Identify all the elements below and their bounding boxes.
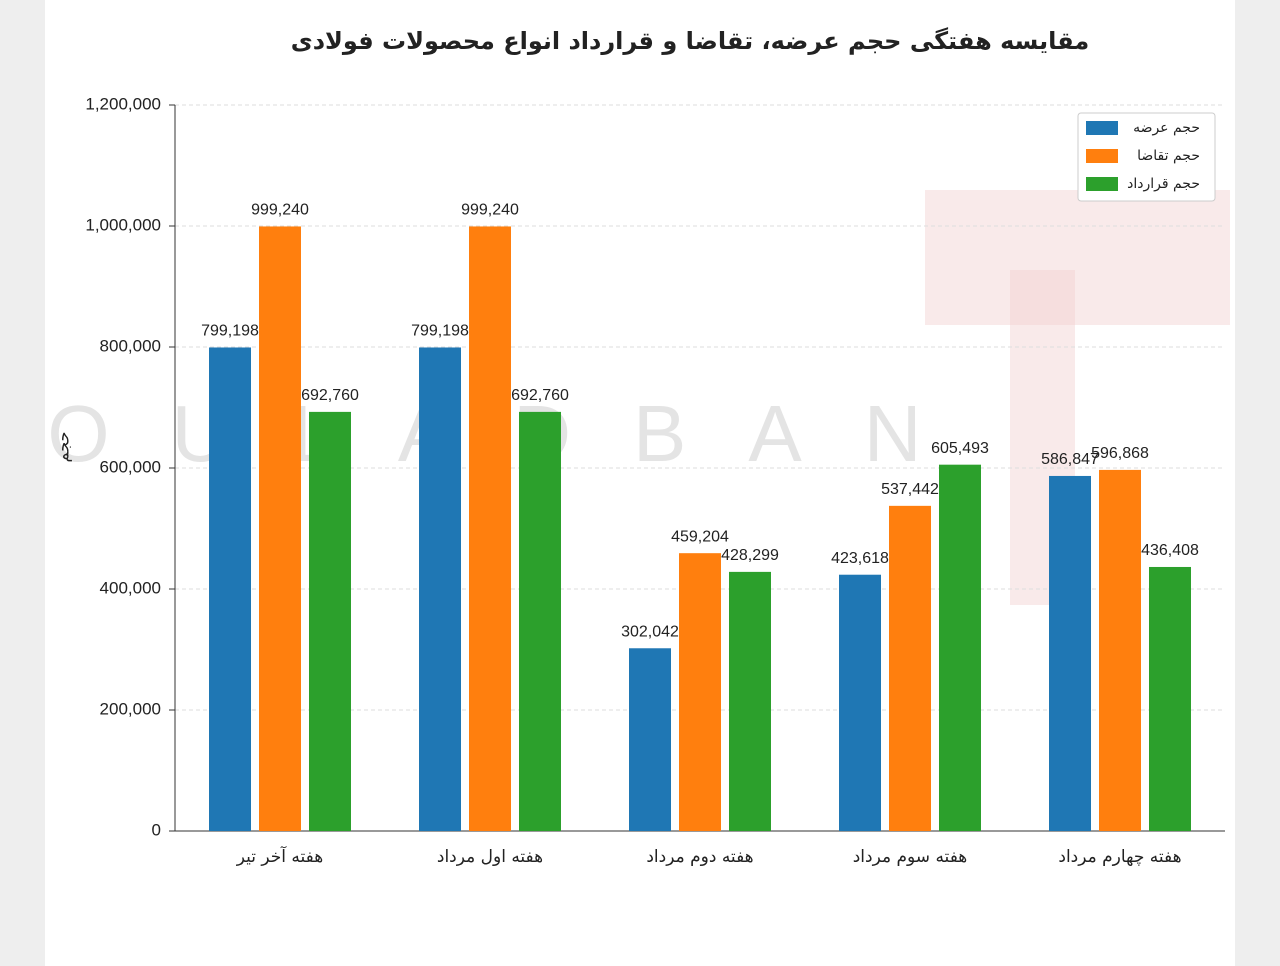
legend-label: حجم قرارداد	[1127, 176, 1200, 192]
value-label: 596,868	[1091, 445, 1149, 462]
value-label: 692,760	[301, 387, 359, 404]
value-label: 799,198	[411, 323, 469, 340]
legend-label: حجم عرضه	[1133, 120, 1200, 136]
bar	[519, 411, 561, 831]
bar	[939, 464, 981, 831]
x-tick-label: هفته دوم مرداد	[646, 847, 753, 867]
value-label: 605,493	[931, 440, 989, 457]
legend-swatch	[1086, 149, 1118, 163]
value-label: 423,618	[831, 550, 889, 567]
value-label: 436,408	[1141, 542, 1199, 559]
bar	[419, 347, 461, 831]
value-label: 999,240	[251, 202, 309, 219]
y-tick-label: 1,200,000	[85, 94, 161, 113]
value-label: 428,299	[721, 547, 779, 564]
value-label: 459,204	[671, 528, 729, 545]
legend-swatch	[1086, 121, 1118, 135]
bar	[839, 574, 881, 831]
x-tick-label: هفته چهارم مرداد	[1058, 847, 1181, 867]
bar	[259, 226, 301, 832]
value-label: 692,760	[511, 387, 569, 404]
value-label: 799,198	[201, 323, 259, 340]
x-tick-label: هفته آخر تیر	[236, 845, 323, 867]
y-tick-label: 600,000	[100, 457, 161, 476]
x-tick-label: هفته سوم مرداد	[853, 847, 968, 867]
legend-label: حجم تقاضا	[1137, 148, 1200, 164]
bar	[729, 571, 771, 831]
value-label: 302,042	[621, 623, 679, 640]
y-tick-label: 200,000	[100, 699, 161, 718]
y-tick-label: 400,000	[100, 578, 161, 597]
legend-swatch	[1086, 177, 1118, 191]
bar	[309, 411, 351, 831]
bar	[1099, 469, 1141, 831]
value-label: 999,240	[461, 202, 519, 219]
value-label: 537,442	[881, 481, 939, 498]
value-label: 586,847	[1041, 451, 1099, 468]
bar	[469, 226, 511, 832]
y-axis-label: حجم	[54, 432, 73, 463]
watermark-logo	[925, 190, 1230, 325]
bar	[679, 553, 721, 831]
y-tick-label: 1,000,000	[85, 215, 161, 234]
y-tick-label: 0	[152, 820, 161, 839]
chart-title: مقایسه هفتگی حجم عرضه، تقاضا و قرارداد ا…	[291, 27, 1090, 55]
bar	[629, 648, 671, 831]
y-tick-label: 800,000	[100, 336, 161, 355]
bar	[1049, 475, 1091, 831]
bar	[1149, 566, 1191, 831]
bar	[889, 505, 931, 831]
bar	[209, 347, 251, 831]
x-tick-label: هفته اول مرداد	[437, 847, 543, 867]
